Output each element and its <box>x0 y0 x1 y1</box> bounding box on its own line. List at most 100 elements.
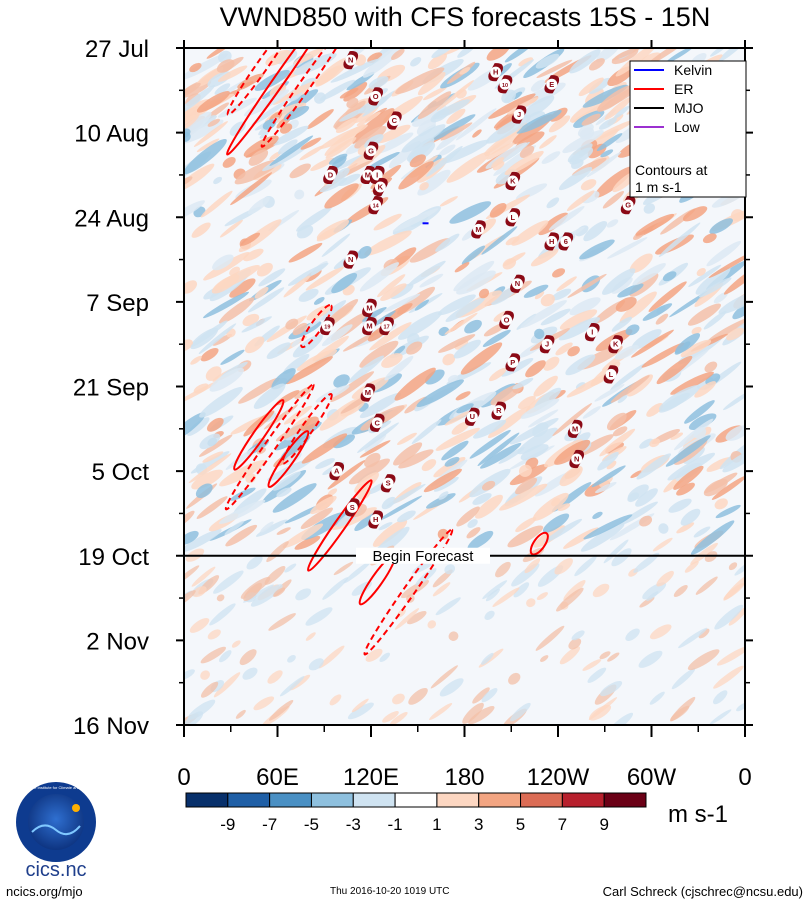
cyclone-eye <box>381 320 393 332</box>
anomaly-streak <box>279 123 293 134</box>
anomaly-streak <box>658 385 700 411</box>
anomaly-streak <box>348 458 390 485</box>
anomaly-streak <box>272 79 320 105</box>
y-tick-label: 5 Oct <box>92 459 150 486</box>
anomaly-streak <box>725 425 745 441</box>
anomaly-streak <box>310 495 337 515</box>
anomaly-streak <box>578 77 604 97</box>
anomaly-streak <box>456 270 496 295</box>
anomaly-streak <box>406 341 423 355</box>
colorbar-swatch <box>310 792 354 808</box>
anomaly-streak <box>313 296 325 305</box>
anomaly-streak <box>520 444 549 461</box>
anomaly-streak <box>639 438 654 449</box>
anomaly-streak <box>419 273 444 288</box>
anomaly-streak <box>314 92 326 104</box>
forecast-anomaly-streak <box>736 702 745 712</box>
anomaly-streak <box>219 460 266 487</box>
anomaly-streak <box>567 273 607 298</box>
anomaly-streak <box>713 292 728 304</box>
anomaly-streak <box>330 58 380 83</box>
anomaly-streak <box>319 124 368 149</box>
anomaly-streak <box>269 135 314 166</box>
y-tick-label: 19 Oct <box>78 544 149 571</box>
anomaly-streak <box>247 196 270 215</box>
anomaly-streak <box>213 176 223 185</box>
anomaly-streak <box>333 374 350 388</box>
cyclone-eye <box>493 405 505 417</box>
anomaly-streak <box>292 322 308 336</box>
anomaly-streak <box>645 48 690 67</box>
cyclone-label: M <box>366 322 372 331</box>
anomaly-streak <box>357 245 372 259</box>
anomaly-streak <box>357 422 399 454</box>
anomaly-streak <box>296 225 314 239</box>
anomaly-streak <box>258 268 286 287</box>
anomaly-streak <box>625 324 640 336</box>
legend-label: Low <box>674 119 701 135</box>
anomaly-streak <box>394 367 436 401</box>
cyclone-label: M <box>572 424 578 433</box>
anomaly-streak <box>522 95 555 119</box>
forecast-anomaly-streak <box>642 582 667 600</box>
cyclone-eye <box>324 169 336 181</box>
anomaly-streak <box>327 460 366 490</box>
cyclone-eye <box>507 356 519 368</box>
anomaly-streak <box>423 86 447 101</box>
anomaly-streak <box>285 356 333 385</box>
forecast-anomaly-streak <box>392 693 405 705</box>
anomaly-streak <box>655 313 669 325</box>
cyclone-icon: K <box>505 171 521 191</box>
anomaly-streak <box>291 339 301 347</box>
anomaly-streak <box>306 109 334 129</box>
anomaly-streak <box>391 48 405 60</box>
anomaly-streak <box>611 48 649 61</box>
forecast-anomaly-streak <box>347 702 374 720</box>
anomaly-streak <box>184 510 195 528</box>
anomaly-streak <box>588 77 611 94</box>
anomaly-streak <box>276 527 291 535</box>
anomaly-streak <box>540 308 571 326</box>
anomaly-streak <box>567 346 580 357</box>
anomaly-streak <box>706 240 742 267</box>
cyclone-label: O <box>504 316 510 325</box>
anomaly-streak <box>396 510 416 523</box>
anomaly-streak <box>275 390 300 406</box>
forecast-anomaly-streak <box>510 702 531 722</box>
anomaly-streak <box>333 434 356 449</box>
forecast-anomaly-streak <box>556 587 584 612</box>
anomaly-streak <box>319 177 348 193</box>
anomaly-streak <box>481 480 496 491</box>
anomaly-streak <box>184 138 227 175</box>
anomaly-streak <box>478 288 490 299</box>
colorbar-tick-label: -1 <box>388 815 403 834</box>
anomaly-streak <box>453 339 481 359</box>
anomaly-streak <box>607 237 648 259</box>
forecast-anomaly-streak <box>513 582 530 598</box>
cyclone-eye <box>374 181 386 193</box>
anomaly-streak <box>419 182 429 191</box>
forecast-anomaly-streak <box>472 687 490 704</box>
anomaly-streak <box>296 206 332 232</box>
footer-author: Carl Schreck (cjschrec@ncsu.edu) <box>602 884 803 899</box>
cyclone-label: M <box>475 225 481 234</box>
anomaly-streak <box>488 93 536 119</box>
anomaly-streak <box>456 403 474 414</box>
anomaly-streak <box>222 156 236 168</box>
cyclone-eye <box>473 223 485 235</box>
cyclone-eye <box>546 235 558 247</box>
cyclone-eye <box>560 235 572 247</box>
anomaly-streak <box>184 53 228 80</box>
cyclone-label: N <box>348 56 353 65</box>
anomaly-streak <box>597 451 619 471</box>
cyclone-eye <box>499 78 511 90</box>
cyclone-icon: L <box>603 365 619 384</box>
colorbar-swatch <box>269 792 312 808</box>
anomaly-streak <box>376 124 411 144</box>
anomaly-streak <box>469 429 511 459</box>
anomaly-streak <box>365 151 400 171</box>
anomaly-streak <box>454 262 470 273</box>
anomaly-streak <box>546 197 560 209</box>
anomaly-streak <box>277 139 298 155</box>
anomaly-streak <box>280 435 311 460</box>
